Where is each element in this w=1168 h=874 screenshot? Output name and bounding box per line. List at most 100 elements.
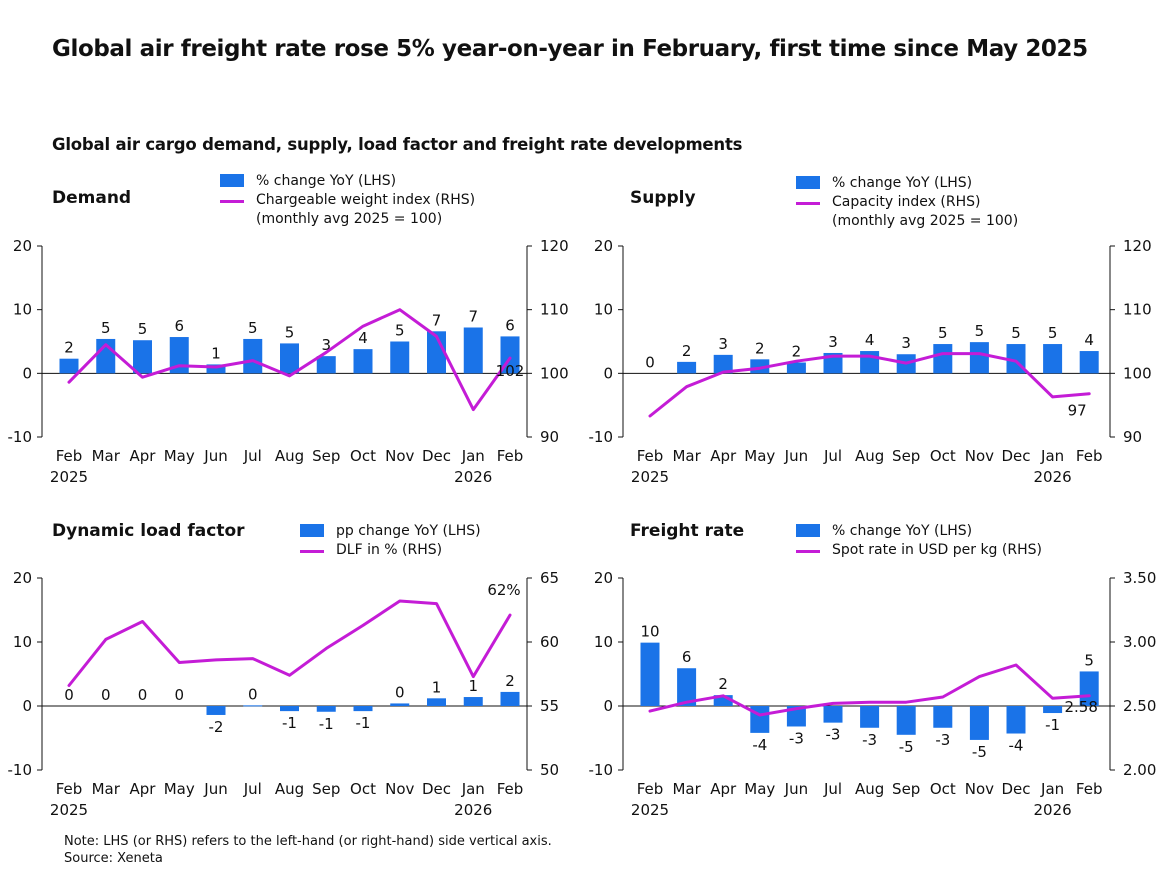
legend-item-bars: % change YoY (LHS) [796, 522, 1042, 541]
x-tick-label: Oct [350, 780, 376, 798]
x-tick-label: Jul [243, 780, 262, 798]
legend-item-bars: pp change YoY (LHS) [300, 522, 481, 541]
x-tick-label: Jun [784, 780, 808, 798]
load-factor-panel-title: Dynamic load factor [52, 521, 245, 541]
legend-label: Chargeable weight index (RHS) [256, 192, 476, 208]
bar-value-label: 5 [975, 322, 985, 340]
x-tick-label: Oct [930, 447, 956, 465]
right-tick-label: 100 [1123, 364, 1152, 382]
line-point [214, 658, 218, 662]
x-tick-label: Feb [497, 780, 524, 798]
bar-value-label: 2 [755, 339, 765, 357]
legend-label: Capacity index (RHS) [832, 194, 981, 210]
x-year-label: 2026 [454, 468, 492, 486]
x-tick-label: Jul [823, 780, 842, 798]
right-tick-label: 100 [540, 364, 569, 382]
bar-value-label: 2 [682, 342, 692, 360]
x-year-label: 2025 [631, 468, 669, 486]
line-point [288, 674, 291, 677]
bar-value-label: -3 [862, 731, 877, 749]
bar [206, 364, 226, 374]
bar-value-label: 10 [640, 623, 659, 641]
x-tick-label: Feb [497, 447, 524, 465]
legend-label: % change YoY (LHS) [256, 173, 397, 189]
bar [1079, 351, 1099, 374]
line-point [758, 713, 761, 717]
line-point [472, 675, 475, 678]
left-tick-label: 10 [594, 301, 613, 319]
line-point [398, 599, 401, 603]
line-point [941, 695, 944, 699]
left-tick-label: -10 [8, 428, 33, 446]
line-point [435, 335, 438, 338]
load-factor-legend: pp change YoY (LHS) DLF in % (RHS) [300, 522, 481, 560]
x-tick-label: Dec [1001, 780, 1030, 798]
line-point [648, 414, 652, 418]
line-point [722, 370, 725, 374]
line-point [508, 613, 512, 617]
line-point [178, 661, 181, 664]
legend-label: % change YoY (LHS) [832, 523, 973, 539]
bar-value-label: 0 [395, 683, 405, 701]
bar [353, 706, 373, 712]
freight-rate-chart: 20 10 0 -10 3.50 3.00 2.50 2.00 10 6 2 -4 -3 -3 -3 -5 -3… [589, 569, 1157, 819]
x-tick-label: Aug [855, 780, 884, 798]
x-tick-label: Jun [203, 780, 227, 798]
bar [280, 343, 299, 374]
legend-item-line: Capacity index (RHS) [796, 193, 1018, 212]
line-point [1014, 360, 1018, 363]
x-tick-label: Nov [965, 447, 994, 465]
line-point [978, 352, 981, 355]
legend-label: pp change YoY (LHS) [336, 523, 481, 539]
line-point [472, 408, 475, 411]
legend-item-bars: % change YoY (LHS) [796, 174, 1018, 193]
legend-label: Spot rate in USD per kg (RHS) [832, 542, 1042, 558]
line-point [361, 325, 365, 328]
bar-value-label: 2 [64, 339, 74, 357]
demand-panel-title: Demand [52, 188, 132, 208]
x-tick-label: Dec [422, 447, 451, 465]
x-tick-label: Jul [823, 447, 842, 465]
right-tick-label: 3.50 [1123, 569, 1156, 587]
bar [823, 706, 843, 723]
right-tick-label: 55 [540, 697, 559, 715]
bar [243, 338, 263, 374]
line-end-label: 2.58 [1064, 698, 1097, 716]
right-tick-label: 110 [540, 301, 569, 319]
line-point [104, 638, 107, 641]
bar [316, 356, 336, 374]
bar [59, 358, 79, 374]
line-point [685, 385, 688, 388]
bar [786, 706, 806, 727]
x-tick-label: Feb [1076, 447, 1103, 465]
supply-legend: % change YoY (LHS) Capacity index (RHS) … [796, 174, 1018, 231]
left-tick-label: 0 [603, 697, 613, 715]
x-tick-label: Jun [784, 447, 808, 465]
bar-value-label: 6 [174, 317, 184, 335]
bar [860, 706, 880, 728]
left-tick-label: 20 [594, 237, 613, 255]
line-point [251, 359, 254, 362]
bar-value-label: 0 [174, 686, 184, 704]
legend-swatch-line [796, 202, 820, 205]
x-tick-label: Oct [930, 780, 956, 798]
line-point [868, 354, 871, 358]
footnote: Note: LHS (or RHS) refers to the left-ha… [64, 833, 552, 867]
right-tick-label: 90 [1123, 428, 1142, 446]
line-point [978, 675, 981, 678]
index-line [67, 599, 512, 687]
line-point [251, 657, 254, 660]
bar [316, 706, 336, 712]
bar-value-label: 3 [718, 335, 728, 353]
bar-value-label: -3 [826, 726, 841, 744]
legend-swatch-bar [796, 524, 820, 537]
right-tick-label: 90 [540, 428, 559, 446]
line-point [868, 700, 871, 704]
legend-item-bars: % change YoY (LHS) [220, 172, 475, 191]
x-tick-label: Jan [1040, 447, 1064, 465]
bar [1043, 706, 1063, 714]
footnote-note: Note: LHS (or RHS) refers to the left-ha… [64, 834, 552, 849]
line-point [831, 702, 835, 705]
bar-value-label: 5 [395, 322, 405, 340]
